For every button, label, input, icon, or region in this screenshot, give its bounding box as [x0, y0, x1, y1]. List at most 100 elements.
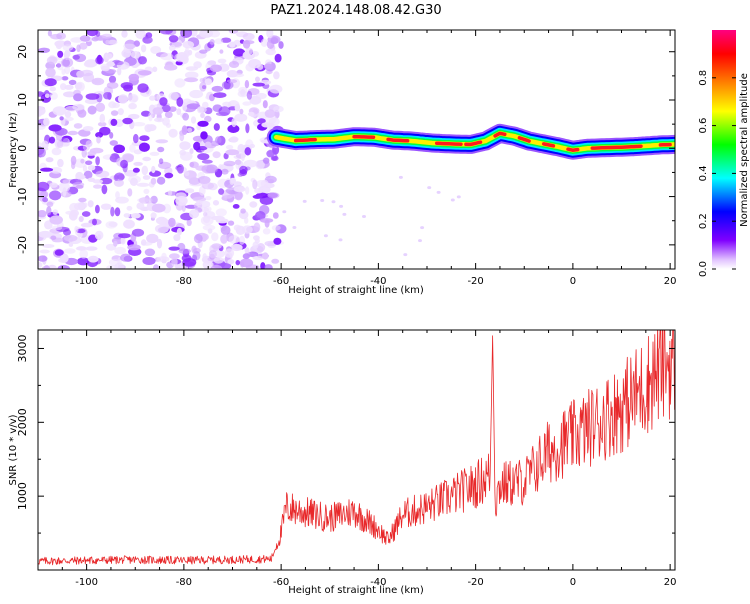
noise-blob — [95, 56, 103, 64]
noise-blob — [176, 108, 181, 115]
noise-blob — [141, 242, 152, 246]
noise-blob — [105, 53, 112, 59]
x-tick-label: 0 — [570, 577, 576, 588]
noise-blob — [247, 91, 252, 100]
x-tick-label: -20 — [467, 577, 483, 588]
noise-blob — [49, 215, 63, 224]
speckle — [420, 226, 424, 229]
noise-blob — [180, 152, 193, 161]
ridge-peak — [354, 137, 373, 138]
noise-blob — [95, 171, 109, 178]
noise-blob — [220, 235, 227, 244]
speckle — [303, 200, 307, 203]
noise-blob — [86, 246, 98, 250]
ridge-peak — [568, 149, 578, 150]
noise-blob — [165, 111, 173, 118]
noise-blob — [273, 106, 284, 113]
noise-blob — [191, 246, 196, 254]
noise-blob — [164, 64, 177, 70]
colorbar-tick-label: 0.4 — [698, 165, 709, 181]
noise-blob — [272, 225, 281, 231]
noise-blob — [109, 259, 120, 266]
noise-blob — [36, 124, 46, 130]
noise-blob — [83, 202, 87, 207]
noise-blob — [52, 148, 62, 156]
noise-blob — [262, 252, 269, 259]
noise-blob — [213, 151, 221, 158]
noise-blob — [73, 93, 83, 101]
noise-blob — [95, 231, 104, 240]
noise-blob — [250, 144, 255, 148]
noise-blob — [151, 166, 155, 173]
x-tick-label: -100 — [75, 577, 98, 588]
noise-blob — [179, 249, 191, 254]
noise-blob — [219, 49, 223, 53]
noise-blob — [138, 56, 147, 64]
noise-blob — [50, 34, 62, 40]
noise-blob — [200, 131, 208, 139]
noise-blob — [61, 58, 73, 68]
noise-blob — [235, 159, 241, 165]
noise-blob — [65, 111, 72, 118]
noise-blob — [111, 119, 118, 126]
noise-blob — [175, 196, 187, 206]
noise-blob — [93, 184, 102, 188]
noise-blob — [102, 185, 108, 195]
noise-blob — [244, 160, 258, 168]
noise-blob — [240, 208, 246, 213]
noise-blob — [59, 116, 63, 120]
noise-blob — [102, 34, 112, 39]
noise-blob — [228, 221, 234, 226]
noise-blob — [153, 107, 164, 115]
noise-blob — [49, 190, 61, 200]
noise-blob — [122, 118, 133, 124]
noise-blob — [88, 106, 97, 115]
noise-blob — [124, 213, 131, 218]
noise-blob — [202, 160, 213, 164]
noise-blob — [242, 101, 251, 105]
ridge-peak — [388, 139, 408, 140]
noise-blob — [237, 144, 244, 153]
noise-blob — [115, 207, 121, 216]
y-tick-label: -10 — [16, 188, 29, 206]
noise-blob — [57, 141, 63, 148]
noise-blob — [215, 38, 223, 44]
noise-blob — [248, 112, 255, 117]
noise-blob — [53, 106, 67, 115]
noise-blob — [261, 39, 268, 47]
noise-blob — [40, 250, 50, 254]
noise-blob — [205, 78, 212, 85]
colorbar-tick-label: 0.2 — [698, 213, 709, 229]
noise-blob — [199, 50, 207, 54]
noise-blob — [49, 183, 57, 188]
noise-blob — [234, 114, 247, 122]
noise-blob — [245, 248, 250, 253]
noise-blob — [271, 37, 279, 44]
speckle — [282, 210, 286, 213]
noise-blob — [47, 202, 54, 208]
noise-blob — [168, 190, 172, 196]
noise-blob — [168, 92, 179, 100]
noise-blob — [196, 200, 202, 205]
noise-blob — [132, 122, 145, 126]
noise-blob — [242, 225, 253, 233]
noise-blob — [45, 94, 50, 99]
noise-blob — [182, 102, 187, 111]
noise-blob — [253, 235, 260, 240]
noise-blob — [110, 207, 114, 217]
noise-blob — [152, 204, 166, 213]
noise-blob — [264, 264, 273, 271]
noise-blob — [128, 103, 137, 109]
snr-ylabel: SNR (10 * v/v) — [8, 414, 19, 485]
noise-blob — [82, 211, 91, 217]
noise-blob — [158, 227, 168, 233]
speckle — [457, 195, 461, 198]
noise-blob — [211, 265, 222, 271]
noise-blob — [225, 149, 239, 155]
noise-blob — [143, 175, 151, 180]
noise-blob — [142, 166, 149, 176]
noise-blob — [160, 53, 173, 60]
noise-blob — [80, 159, 84, 164]
noise-blob — [255, 77, 260, 83]
